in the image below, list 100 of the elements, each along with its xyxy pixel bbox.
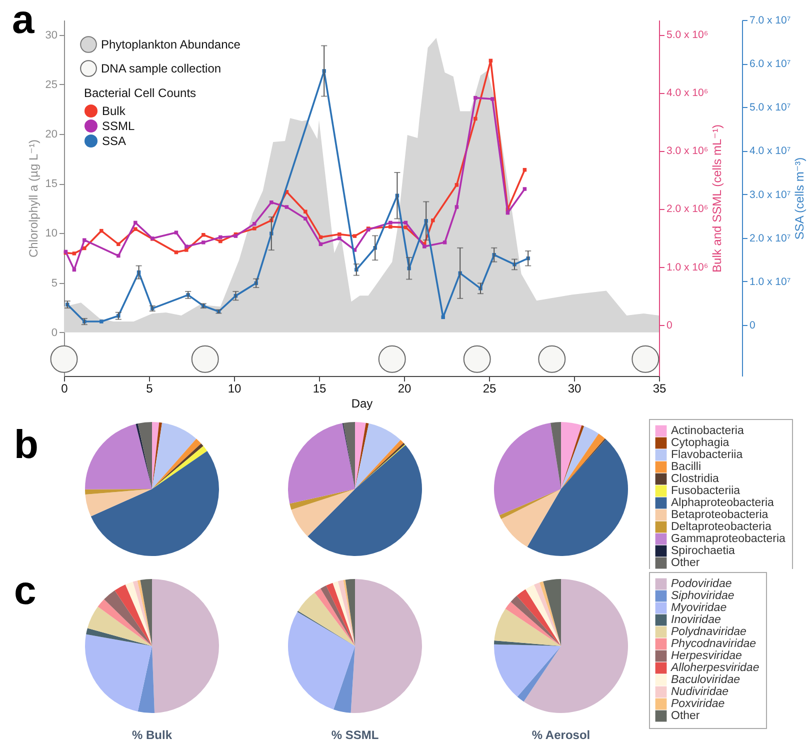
point bbox=[252, 222, 256, 226]
pie-slice bbox=[152, 422, 162, 488]
point bbox=[352, 234, 357, 238]
point bbox=[82, 246, 86, 250]
point bbox=[82, 238, 86, 242]
legend-label: Podoviridae bbox=[671, 578, 732, 590]
y2-tick-label: 2.0 x 10⁶ bbox=[666, 203, 708, 216]
point bbox=[116, 242, 120, 246]
point bbox=[218, 239, 222, 244]
point bbox=[422, 244, 426, 248]
point bbox=[202, 233, 206, 237]
y3-tick-label: 5.0 x 10⁷ bbox=[750, 102, 791, 114]
point bbox=[252, 226, 256, 230]
legend-label: Phytoplankton Abundance bbox=[101, 38, 241, 52]
pie-slice bbox=[85, 488, 152, 516]
legend-label: Alphaproteobacteria bbox=[671, 496, 775, 508]
legend-label: Polydnaviridae bbox=[671, 626, 746, 638]
point bbox=[174, 230, 178, 234]
y-tick-label: 30 bbox=[45, 29, 58, 42]
pie-slice bbox=[355, 422, 366, 488]
point bbox=[338, 232, 342, 236]
y3-tick-label: 1.0 x 10⁷ bbox=[750, 276, 791, 288]
pie-slice bbox=[524, 579, 628, 713]
y3-axis-title: SSA (cells m⁻³) bbox=[792, 157, 807, 240]
pie-slice bbox=[104, 590, 152, 646]
legend-label: Other bbox=[671, 710, 700, 722]
pie-slice bbox=[138, 646, 155, 713]
point bbox=[388, 220, 392, 225]
pie-slice bbox=[534, 582, 561, 646]
y2-tick-label: 0 bbox=[666, 319, 672, 332]
point bbox=[474, 96, 478, 100]
x-tick-label: 35 bbox=[652, 382, 666, 396]
point bbox=[442, 240, 447, 244]
legend-label: SSML bbox=[102, 119, 136, 133]
legend-label: Spirochaetia bbox=[671, 544, 736, 556]
pie-slice bbox=[291, 488, 355, 536]
pie-slice bbox=[355, 422, 369, 488]
point bbox=[522, 187, 527, 191]
text: % Bulk bbox=[132, 728, 172, 742]
legend-label: Actinobacteria bbox=[671, 424, 744, 436]
text: a bbox=[12, 0, 35, 42]
point bbox=[202, 240, 206, 244]
point bbox=[338, 236, 342, 240]
pie-slice bbox=[85, 488, 152, 494]
point bbox=[474, 116, 478, 121]
point bbox=[184, 248, 188, 252]
point bbox=[454, 205, 459, 209]
legend-label: Other bbox=[671, 556, 700, 568]
pie-slice bbox=[510, 596, 561, 646]
pie-slice bbox=[539, 581, 561, 646]
legend-title: Bacterial Cell Counts bbox=[84, 86, 196, 100]
point bbox=[431, 218, 435, 222]
legend-label: Nudiviridae bbox=[671, 686, 729, 698]
pie-slice bbox=[152, 422, 196, 488]
point bbox=[134, 220, 138, 225]
point bbox=[284, 205, 289, 209]
legend-label: Baculoviridae bbox=[671, 674, 740, 686]
legend-label: DNA sample collection bbox=[101, 62, 222, 76]
x-tick-label: 20 bbox=[398, 382, 412, 396]
point bbox=[454, 183, 459, 187]
legend-label: Siphoviridae bbox=[671, 590, 734, 602]
pie-slice bbox=[87, 606, 152, 646]
pie-slice bbox=[525, 584, 561, 646]
text: b bbox=[14, 422, 38, 466]
y2-tick-label: 3.0 x 10⁶ bbox=[666, 145, 708, 158]
point bbox=[490, 97, 494, 101]
legend-label: Inoviridae bbox=[671, 614, 721, 626]
x-axis-title: Day bbox=[351, 396, 373, 410]
pie-slice bbox=[517, 646, 561, 702]
y-tick-label: 20 bbox=[45, 128, 58, 141]
pie-slice bbox=[152, 422, 160, 488]
y-tick-label: 25 bbox=[45, 78, 58, 91]
pie-slice bbox=[543, 579, 561, 646]
y2-tick-label: 4.0 x 10⁶ bbox=[666, 87, 708, 100]
pie-slice bbox=[355, 422, 401, 488]
pie-slice bbox=[114, 584, 152, 646]
legend-label: Phycodnaviridae bbox=[671, 638, 756, 650]
pie-slice bbox=[308, 444, 422, 556]
legend-label: Clostridia bbox=[671, 472, 720, 484]
point bbox=[304, 216, 308, 220]
y-tick-label: 15 bbox=[45, 178, 58, 190]
x-tick-label: 30 bbox=[568, 382, 582, 396]
pie-slice bbox=[494, 608, 561, 646]
x-tick-label: 0 bbox=[61, 382, 68, 396]
legend-label: Bacilli bbox=[671, 460, 702, 472]
point bbox=[100, 320, 104, 324]
x-tick-label: 25 bbox=[482, 382, 496, 396]
pie-slice bbox=[137, 580, 152, 646]
x-tick-label: 10 bbox=[228, 382, 242, 396]
point bbox=[304, 210, 308, 214]
pie-slice bbox=[505, 602, 561, 646]
legend-label: Betaproteobacteria bbox=[671, 508, 769, 520]
pie-slice bbox=[516, 589, 561, 646]
legend-label: Deltaproteobacteria bbox=[671, 520, 772, 532]
legend-label: Bulk bbox=[102, 104, 126, 118]
pie-slice bbox=[290, 488, 355, 510]
legend-label: Cytophagia bbox=[671, 436, 730, 448]
pie-slice bbox=[494, 644, 561, 697]
pie-slice bbox=[494, 640, 561, 646]
y3-tick-label: 2.0 x 10⁷ bbox=[750, 232, 791, 244]
